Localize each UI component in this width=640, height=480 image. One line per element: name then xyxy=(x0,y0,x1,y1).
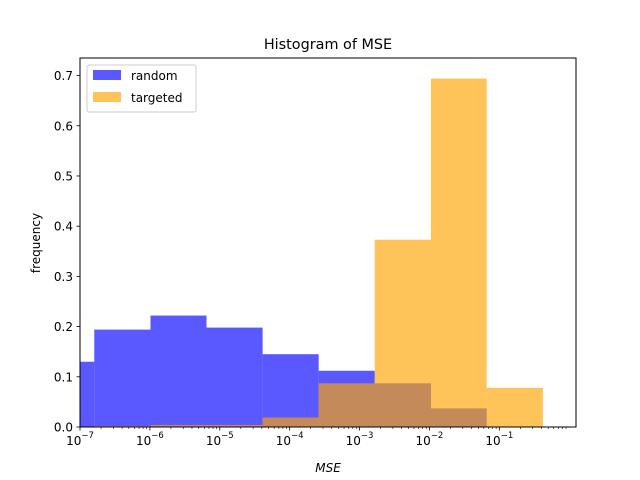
x-axis-ticks: 10−7 10−6 10−5 10−4 10−3 10−2 10−1 xyxy=(66,427,567,448)
y-tick-label-4: 0.4 xyxy=(54,220,73,234)
y-tick-label-3: 0.3 xyxy=(54,270,73,284)
bar-targeted-0 xyxy=(94,425,151,427)
y-tick-label-1: 0.1 xyxy=(54,370,73,384)
legend-swatch-random xyxy=(93,70,121,80)
bar-targeted-4 xyxy=(318,383,375,427)
legend-label-random: random xyxy=(131,69,178,83)
legend: random targeted xyxy=(86,64,197,113)
y-tick-label-5: 0.5 xyxy=(54,169,73,183)
x-tick-label-1: 10−6 xyxy=(136,431,164,448)
bar-targeted-1 xyxy=(150,424,207,427)
axes-frame xyxy=(79,57,577,428)
x-tick-label-6: 10−1 xyxy=(485,431,513,448)
x-axis-label: MSE xyxy=(315,461,341,475)
legend-label-targeted: targeted xyxy=(131,91,183,105)
chart-title: Histogram of MSE xyxy=(264,37,392,53)
x-tick-label-5: 10−2 xyxy=(416,431,444,448)
x-tick-label-3: 10−4 xyxy=(276,431,304,448)
bar-targeted-6 xyxy=(430,78,487,427)
plot-area xyxy=(80,78,543,427)
bar-targeted-7 xyxy=(486,387,543,427)
bar-random-2 xyxy=(150,315,207,427)
bar-targeted-3 xyxy=(262,417,319,427)
bar-targeted-5 xyxy=(374,239,431,427)
bar-random-4 xyxy=(262,354,319,427)
y-axis-label: frequency xyxy=(29,213,43,273)
y-tick-label-6: 0.6 xyxy=(54,119,73,133)
y-tick-label-2: 0.2 xyxy=(54,320,73,334)
y-tick-label-7: 0.7 xyxy=(54,69,73,83)
bar-targeted-2 xyxy=(206,424,263,427)
x-tick-label-0: 10−7 xyxy=(66,431,94,448)
bar-random-3 xyxy=(206,327,263,427)
bar-random-0 xyxy=(80,361,95,427)
legend-swatch-targeted xyxy=(93,92,121,102)
y-tick-label-0: 0.0 xyxy=(54,421,73,435)
y-axis-ticks: 0.0 0.1 0.2 0.3 0.4 0.5 0.6 0.7 xyxy=(54,69,80,435)
bar-random-1 xyxy=(94,329,151,427)
bars-targeted xyxy=(94,78,543,427)
x-tick-label-2: 10−5 xyxy=(206,431,234,448)
x-tick-label-4: 10−3 xyxy=(346,431,374,448)
